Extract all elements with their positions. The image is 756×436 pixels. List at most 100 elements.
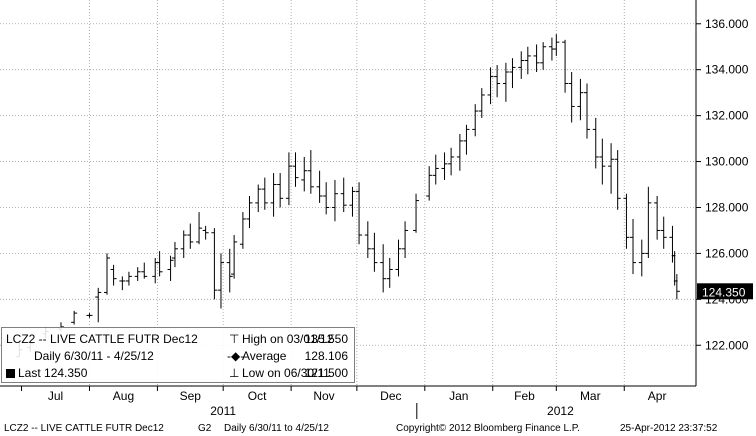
ohlc-bar	[239, 212, 246, 249]
ohlc-bar	[292, 152, 299, 187]
ohlc-bar	[196, 212, 203, 245]
ohlc-bar	[502, 62, 509, 102]
x-month-label: Mar	[580, 389, 601, 403]
ohlc-bar	[255, 184, 262, 213]
ohlc-bar	[364, 221, 371, 258]
ohlc-bar	[395, 239, 402, 277]
ohlc-bar	[524, 46, 531, 75]
ohlc-bar	[331, 179, 338, 222]
ohlc-bar	[156, 251, 163, 277]
ohlc-bar	[119, 276, 126, 291]
y-tick-label: 126.000	[705, 246, 749, 260]
y-tick-labels: 122.000124.000126.000128.000130.000132.0…	[705, 17, 749, 352]
legend-last-text: Last 124.350	[18, 366, 88, 380]
ohlc-bar	[426, 166, 433, 201]
ohlc-bar	[577, 78, 584, 121]
x-month-label: Jul	[48, 389, 63, 403]
footer-bar: LCZ2 -- LIVE CATTLE FUTR Dec12 G2 Daily …	[0, 421, 756, 436]
ohlc-bar	[301, 156, 308, 192]
ohlc-bar	[217, 253, 224, 309]
ohlc-bar	[285, 152, 292, 206]
ohlc-bar	[386, 258, 393, 288]
ohlc-bar	[86, 313, 93, 318]
ohlc-bar	[463, 124, 470, 155]
x-month-label: Nov	[313, 389, 334, 403]
ohlc-bar	[180, 230, 187, 258]
x-month-label: Aug	[113, 389, 134, 403]
ohlc-bar	[270, 173, 277, 217]
year-label: 2012	[547, 404, 574, 418]
chart-legend: LCZ2 -- LIVE CATTLE FUTR Dec12 Daily 6/3…	[1, 327, 355, 383]
last-square-icon	[6, 369, 15, 378]
y-tick-label: 136.000	[705, 17, 749, 31]
legend-average-value: 128.106	[304, 349, 348, 363]
ohlc-bar	[211, 228, 218, 300]
ohlc-bar	[533, 44, 540, 72]
ohlc-bar	[494, 65, 501, 98]
ohlc-bar	[540, 42, 547, 70]
ohlc-bar	[246, 196, 253, 229]
ohlc-bar	[673, 274, 680, 300]
footer-ticker: LCZ2 -- LIVE CATTLE FUTR Dec12	[4, 423, 164, 434]
ohlc-bar	[456, 134, 463, 171]
ohlc-bar	[104, 253, 111, 295]
legend-last: Last 124.350	[6, 365, 87, 382]
ohlc-bar	[167, 255, 174, 281]
y-tick-label: 128.000	[705, 200, 749, 214]
x-month-label: Dec	[380, 389, 401, 403]
x-month-labels: Jul Aug Sep Oct Nov Dec Jan Feb Mar Apr	[48, 389, 667, 403]
ohlc-bar	[518, 51, 525, 79]
low-marker-icon: ⊥	[229, 366, 240, 380]
ohlc-bar	[349, 186, 356, 217]
ohlc-bar	[623, 193, 630, 249]
ohlc-bar	[261, 177, 268, 210]
ohlc-bar	[134, 267, 141, 281]
ohlc-bar	[478, 88, 485, 118]
ohlc-bar	[402, 221, 409, 258]
ohlc-bar	[448, 147, 455, 176]
ohlc-bar	[323, 182, 330, 215]
x-month-label: Feb	[514, 389, 535, 403]
ohlc-bar	[340, 177, 347, 213]
ohlc-bar	[371, 232, 378, 272]
ohlc-bar	[568, 72, 575, 123]
x-month-label: Apr	[648, 389, 667, 403]
ohlc-bar	[638, 239, 645, 277]
footer-copyright: Copyright© 2012 Bloomberg Finance L.P.	[396, 423, 580, 434]
grid-lines	[0, 0, 696, 386]
high-marker-icon: ⊤	[229, 332, 240, 346]
last-price-label: 124.350	[702, 285, 746, 299]
x-month-label: Sep	[180, 389, 202, 403]
x-year-labels: 2011 2012	[210, 404, 574, 418]
ohlc-bar	[553, 34, 560, 56]
legend-ticker-title: LCZ2 -- LIVE CATTLE FUTR Dec12	[6, 332, 198, 346]
ohlc-bar	[614, 150, 621, 210]
legend-low-text: Low on 06/30/11	[242, 366, 330, 380]
legend-low-value: 121.500	[304, 366, 348, 380]
y-tick-label: 122.000	[705, 338, 749, 352]
x-month-label: Oct	[248, 389, 267, 403]
footer-range: Daily 6/30/11 to 4/25/12	[224, 423, 329, 434]
ohlc-bar	[141, 262, 148, 279]
ohlc-bar	[509, 58, 516, 89]
y-tick-label: 130.000	[705, 155, 749, 169]
footer-g: G2	[198, 423, 212, 434]
ohlc-bar	[316, 170, 323, 203]
ohlc-bar	[71, 310, 78, 325]
ohlc-bar	[654, 196, 661, 240]
ohlc-bar	[487, 67, 494, 105]
ohlc-bar	[380, 244, 387, 293]
ohlc-bar	[562, 39, 569, 93]
axes	[0, 0, 701, 419]
ohlc-bar	[413, 193, 420, 233]
year-label: 2011	[210, 404, 236, 418]
price-bars	[16, 34, 680, 358]
ohlc-bar	[95, 287, 102, 323]
last-price-marker: 124.350	[697, 283, 753, 300]
ohlc-bar	[630, 218, 637, 275]
x-month-label: Jan	[449, 389, 468, 403]
ohlc-bar	[441, 152, 448, 180]
ohlc-bar	[125, 271, 132, 286]
ohlc-bar	[226, 248, 233, 293]
